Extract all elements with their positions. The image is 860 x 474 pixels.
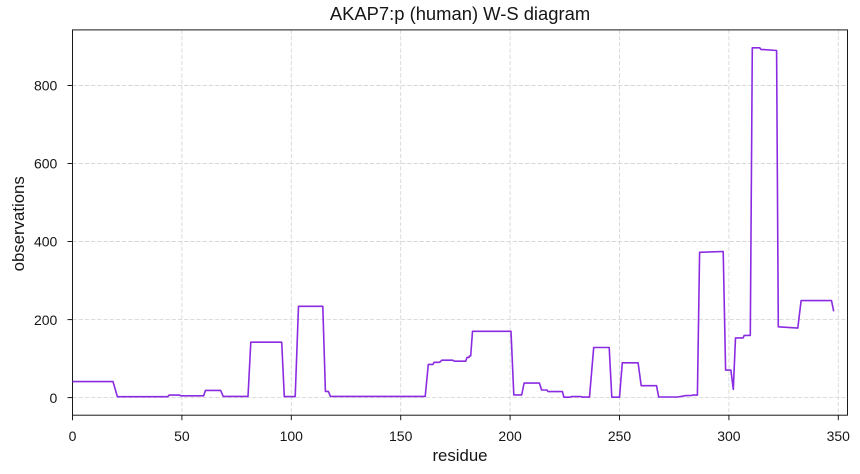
svg-text:0: 0 bbox=[50, 390, 58, 406]
svg-text:150: 150 bbox=[389, 428, 413, 444]
svg-text:200: 200 bbox=[498, 428, 522, 444]
svg-text:800: 800 bbox=[34, 78, 58, 94]
svg-text:50: 50 bbox=[174, 428, 190, 444]
svg-text:0: 0 bbox=[69, 428, 77, 444]
svg-text:200: 200 bbox=[34, 312, 58, 328]
svg-text:observations: observations bbox=[9, 176, 28, 271]
svg-text:600: 600 bbox=[34, 156, 58, 172]
svg-text:400: 400 bbox=[34, 234, 58, 250]
svg-text:350: 350 bbox=[827, 428, 851, 444]
svg-text:AKAP7:p (human) W-S diagram: AKAP7:p (human) W-S diagram bbox=[330, 3, 590, 24]
svg-text:300: 300 bbox=[717, 428, 741, 444]
svg-text:250: 250 bbox=[608, 428, 632, 444]
svg-text:100: 100 bbox=[280, 428, 304, 444]
svg-text:residue: residue bbox=[432, 446, 487, 465]
